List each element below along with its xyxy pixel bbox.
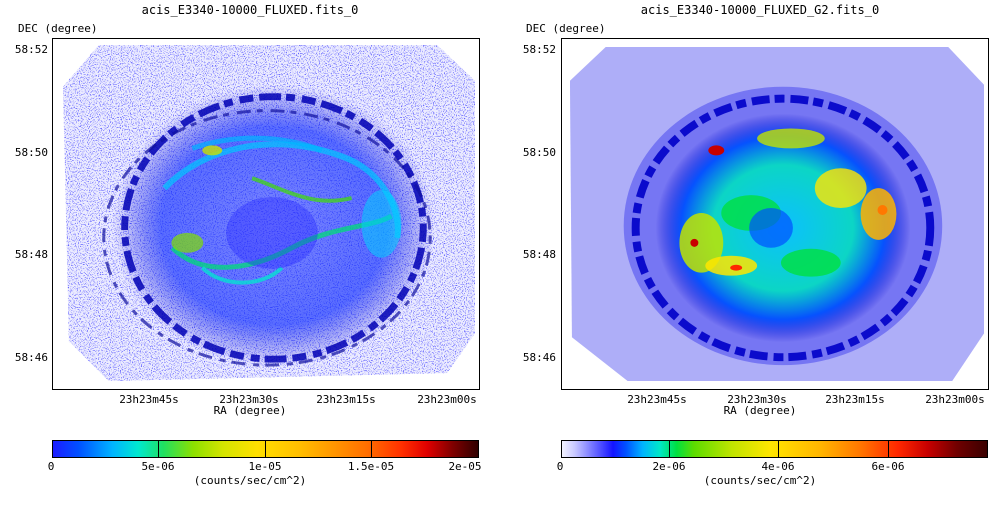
- left-panel-title: acis_E3340-10000_FLUXED.fits_0: [141, 3, 359, 17]
- left-ytick-label: 58:52: [14, 43, 48, 56]
- right-ytick-label: 58:50: [522, 146, 556, 159]
- right-colorbar-label: 0: [556, 460, 564, 473]
- right-x-axis-name: RA (degree): [723, 404, 797, 417]
- right-y-axis-name: DEC (degree): [526, 22, 606, 35]
- right-colorbar-label: 6e-06: [871, 460, 905, 473]
- right-colorbar[interactable]: [561, 440, 988, 458]
- left-colorbar-label: 5e-06: [141, 460, 175, 473]
- left-ytick-label: 58:46: [14, 351, 48, 364]
- left-fluxed-image: [62, 44, 476, 382]
- right-colorbar-label: 2e-06: [652, 460, 686, 473]
- left-colorbar-label: 2e-05: [448, 460, 482, 473]
- left-colorbar-tick: [265, 440, 266, 458]
- left-image-panel: acis_E3340-10000_FLUXED.fits_0 DEC (degr…: [14, 3, 482, 487]
- right-colorbar-unit: (counts/sec/cm^2): [703, 474, 817, 487]
- left-colorbar-label: 1.5e-05: [347, 460, 395, 473]
- right-image-plot[interactable]: [561, 38, 989, 390]
- left-colorbar-tick: [158, 440, 159, 458]
- left-image-plot[interactable]: [52, 38, 480, 390]
- right-xtick-label: 23h23m45s: [627, 393, 687, 406]
- right-ytick-label: 58:48: [522, 248, 556, 261]
- right-panel-title: acis_E3340-10000_FLUXED_G2.fits_0: [640, 3, 880, 17]
- right-image-panel: acis_E3340-10000_FLUXED_G2.fits_0 DEC (d…: [510, 0, 1000, 511]
- left-ytick-label: 58:48: [14, 248, 48, 261]
- right-colorbar-tick: [778, 440, 779, 458]
- left-ytick-label: 58:50: [14, 146, 48, 159]
- right-xtick-label: 23h23m15s: [825, 393, 885, 406]
- left-x-axis-name: RA (degree): [213, 404, 287, 417]
- left-colorbar-unit: (counts/sec/cm^2): [193, 474, 307, 487]
- right-colorbar-tick: [888, 440, 889, 458]
- right-colorbar-tick: [669, 440, 670, 458]
- right-smoothed-image: [569, 46, 985, 382]
- left-colorbar-label: 0: [47, 460, 55, 473]
- left-colorbar-tick: [371, 440, 372, 458]
- right-xtick-label: 23h23m00s: [925, 393, 985, 406]
- right-xtick-label: 23h23m30s: [727, 393, 787, 406]
- left-xtick-label: 23h23m30s: [219, 393, 279, 406]
- right-colorbar-label: 4e-06: [761, 460, 795, 473]
- right-ytick-label: 58:46: [522, 351, 556, 364]
- left-xtick-label: 23h23m15s: [316, 393, 376, 406]
- left-xtick-label: 23h23m00s: [417, 393, 477, 406]
- right-ytick-label: 58:52: [522, 43, 556, 56]
- left-colorbar-label: 1e-05: [248, 460, 282, 473]
- left-y-axis-name: DEC (degree): [18, 22, 98, 35]
- left-xtick-label: 23h23m45s: [119, 393, 179, 406]
